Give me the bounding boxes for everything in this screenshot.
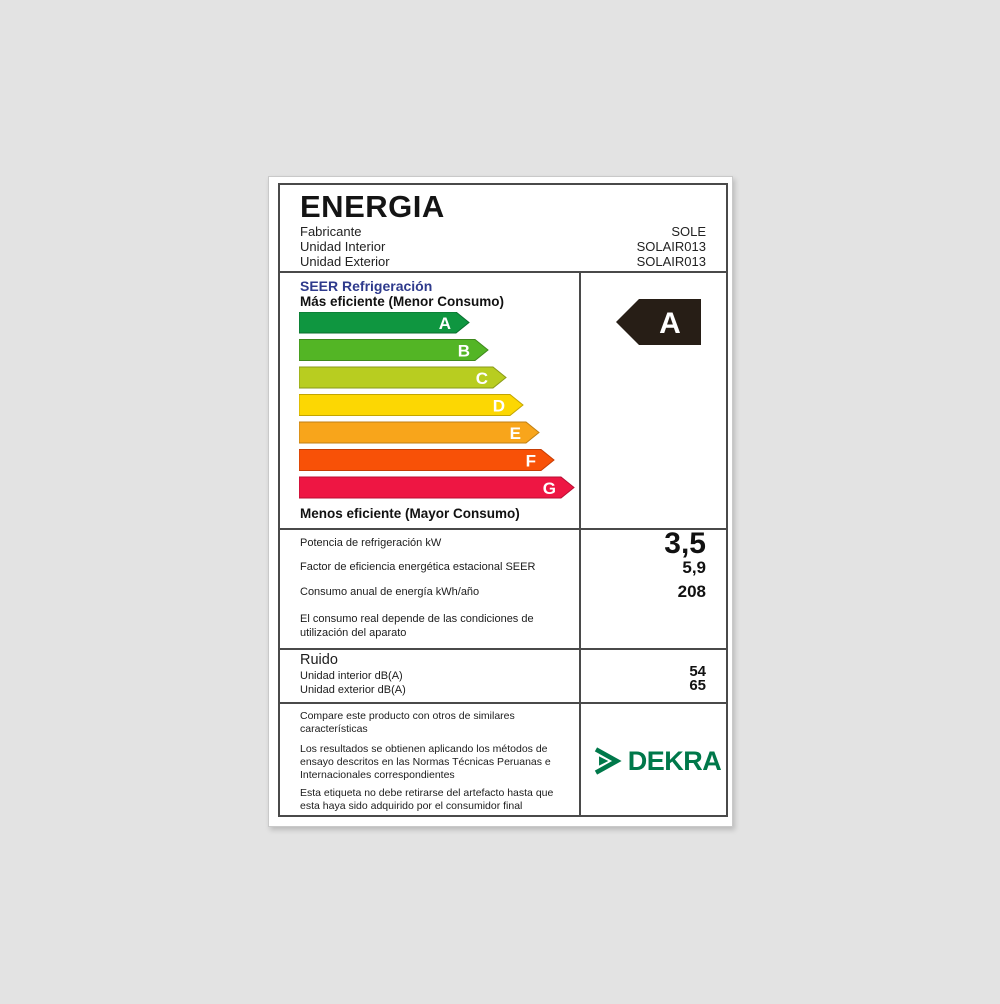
dekra-wordmark: DEKRA	[627, 745, 722, 776]
unidad-exterior-db-label: Unidad exterior dB(A)	[300, 684, 406, 696]
header-rows: Fabricante SOLE Unidad Interior SOLAIR01…	[300, 224, 706, 269]
rating-indicator: A	[616, 299, 701, 345]
unidad-exterior-value: SOLAIR013	[636, 254, 706, 269]
efficiency-bar-d: D	[299, 394, 524, 416]
energy-label-sheet: ENERGIA Fabricante SOLE Unidad Interior …	[268, 176, 733, 827]
fabricante-value: SOLE	[671, 224, 706, 239]
efficiency-bar-b: B	[299, 339, 489, 361]
noise-values: 54 65	[689, 663, 706, 694]
bar-e-letter: E	[510, 424, 521, 443]
bar-a-arrow	[299, 312, 470, 334]
noise-divider	[280, 702, 726, 704]
bar-f-arrow	[299, 449, 555, 471]
ruido-title: Ruido	[300, 652, 338, 668]
column-divider	[579, 271, 581, 817]
bar-f-letter: F	[526, 452, 536, 471]
noise-labels: Unidad interior dB(A) Unidad exterior dB…	[300, 669, 406, 697]
header-row-fabricante: Fabricante SOLE	[300, 224, 706, 239]
unidad-interior-label: Unidad Interior	[300, 239, 386, 254]
bar-c-arrow	[299, 366, 507, 389]
header-divider	[280, 271, 726, 273]
efficiency-scale: A B C D E F G	[299, 312, 575, 499]
bar-g-letter: G	[543, 479, 556, 498]
dekra-arrow-icon	[594, 747, 622, 775]
label-title: ENERGIA	[300, 189, 445, 224]
efficiency-bar-a: A	[299, 312, 470, 334]
efficiency-bar-e: E	[299, 421, 540, 444]
header-row-unidad-interior: Unidad Interior SOLAIR013	[300, 239, 706, 254]
scale-divider	[280, 528, 726, 530]
seer-factor-value: 5,9	[682, 558, 706, 577]
bar-e-arrow	[299, 421, 540, 444]
bar-a-letter: A	[439, 314, 451, 333]
bar-b-letter: B	[458, 342, 470, 361]
bar-d-letter: D	[493, 397, 505, 416]
fabricante-label: Fabricante	[300, 224, 362, 239]
bar-g-arrow	[299, 476, 575, 499]
energy-label-border-box: ENERGIA Fabricante SOLE Unidad Interior …	[278, 183, 728, 817]
unidad-interior-db-value: 54	[689, 663, 706, 680]
consumption-note: El consumo real depende de las condicion…	[300, 613, 534, 639]
seer-section-title: SEER Refrigeración	[300, 278, 433, 294]
rating-letter: A	[659, 307, 681, 340]
seer-factor-label: Factor de eficiencia energética estacion…	[300, 561, 536, 573]
consumo-anual-label: Consumo anual de energía kWh/año	[300, 586, 480, 598]
footer-paragraph-normas: Los resultados se obtienen aplicando los…	[300, 743, 551, 781]
unidad-exterior-db-value: 65	[689, 677, 706, 694]
rating-arrow-shape	[616, 299, 701, 345]
more-efficient-note: Más eficiente (Menor Consumo)	[300, 294, 505, 309]
consumo-anual-value: 208	[677, 582, 706, 601]
metrics-divider	[280, 648, 726, 650]
bar-d-arrow	[299, 394, 524, 416]
unidad-interior-value: SOLAIR013	[636, 239, 706, 254]
efficiency-bar-c: C	[299, 366, 507, 389]
potencia-value: 3,5	[664, 527, 706, 560]
header-row-unidad-exterior: Unidad Exterior SOLAIR013	[300, 254, 706, 269]
bar-b-arrow	[299, 339, 489, 361]
less-efficient-note: Menos eficiente (Mayor Consumo)	[300, 506, 520, 521]
footer-paragraph-compare: Compare este producto con otros de simil…	[300, 710, 515, 735]
efficiency-bar-f: F	[299, 449, 555, 471]
bar-c-letter: C	[476, 369, 488, 388]
efficiency-bar-g: G	[299, 476, 575, 499]
unidad-exterior-label: Unidad Exterior	[300, 254, 390, 269]
potencia-label: Potencia de refrigeración kW	[300, 537, 442, 549]
dekra-logo: DEKRA	[585, 738, 725, 784]
unidad-interior-db-label: Unidad interior dB(A)	[300, 670, 403, 682]
footer-paragraph-etiqueta: Esta etiqueta no debe retirarse del arte…	[300, 787, 554, 812]
